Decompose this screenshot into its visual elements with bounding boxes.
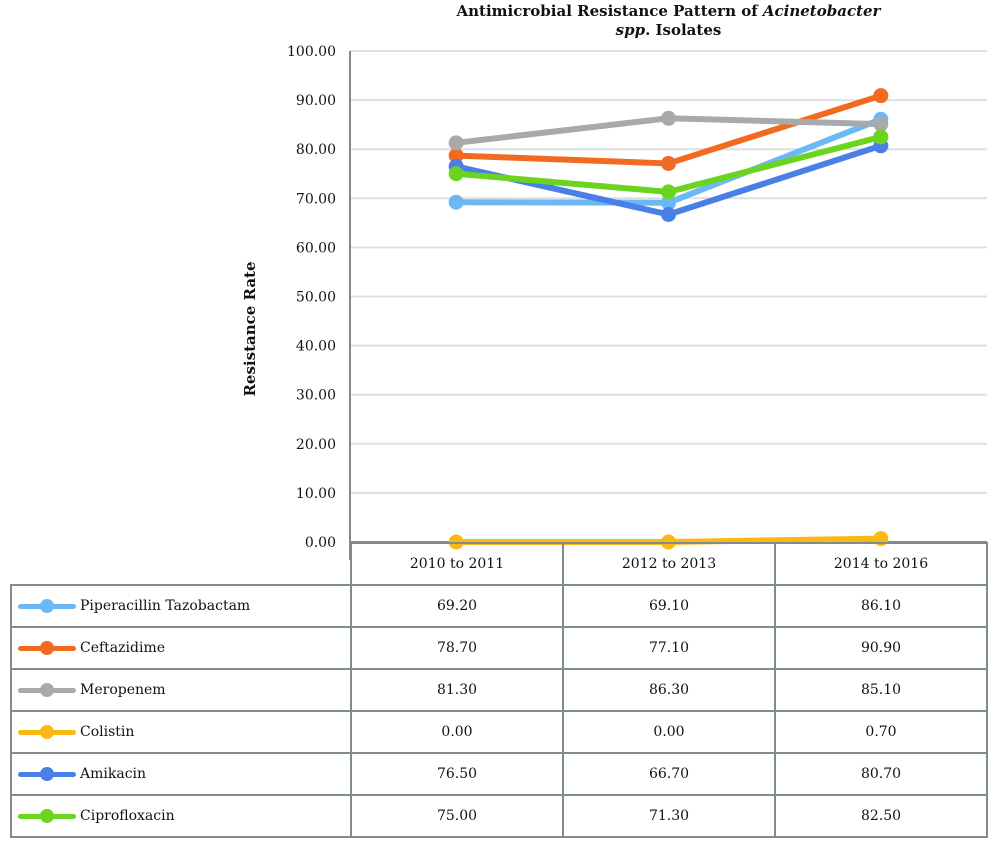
data-label: 86.10 xyxy=(774,584,988,628)
data-label: 0.00 xyxy=(562,710,776,754)
plot-area: 0.0010.0020.0030.0040.0050.0060.0070.008… xyxy=(287,44,987,560)
data-point xyxy=(448,135,464,151)
data-point xyxy=(661,110,676,126)
legend-line-marker-icon xyxy=(18,808,76,824)
legend-line-marker-icon xyxy=(18,724,76,740)
data-label: 71.30 xyxy=(562,794,776,838)
table-row: Ciprofloxacin 75.00 71.30 82.50 xyxy=(10,794,988,838)
data-point xyxy=(661,207,676,223)
table-row: Amikacin 76.50 66.70 80.70 xyxy=(10,752,988,796)
x-category-label: 2012 to 2013 xyxy=(562,542,776,586)
legend-label: Piperacillin Tazobactam xyxy=(80,598,251,614)
y-tick-label: 80.00 xyxy=(296,142,336,158)
y-tick-label: 50.00 xyxy=(296,290,336,306)
table-corner xyxy=(11,543,352,586)
y-tick-labels: 0.0010.0020.0030.0040.0050.0060.0070.008… xyxy=(287,44,336,551)
legend-entry: Ciprofloxacin xyxy=(10,794,352,838)
data-label: 78.70 xyxy=(350,626,564,670)
legend-line-marker-icon xyxy=(18,682,76,698)
data-point xyxy=(448,166,464,182)
data-point xyxy=(661,195,676,211)
legend-line-marker-icon xyxy=(18,766,76,782)
data-point xyxy=(873,129,889,145)
data-label: 76.50 xyxy=(350,752,564,796)
table-header-row: 2010 to 2011 2012 to 2013 2014 to 2016 xyxy=(11,542,988,586)
data-point xyxy=(873,88,889,104)
legend-label: Colistin xyxy=(80,724,135,740)
data-point xyxy=(873,116,889,132)
legend-entry: Colistin xyxy=(10,710,352,754)
table-row: Ceftazidime 78.70 77.10 90.90 xyxy=(10,626,988,670)
title-suffix: . Isolates xyxy=(645,21,722,39)
legend-entry: Ceftazidime xyxy=(10,626,352,670)
data-label: 77.10 xyxy=(562,626,776,670)
y-tick-label: 10.00 xyxy=(296,486,336,502)
data-label: 69.20 xyxy=(350,584,564,628)
y-tick-label: 90.00 xyxy=(296,93,336,109)
data-label: 80.70 xyxy=(774,752,988,796)
legend-label: Ciprofloxacin xyxy=(80,808,175,824)
title-text: Antimicrobial Resistance Pattern of xyxy=(456,2,763,20)
title-species: spp xyxy=(615,21,646,39)
y-tick-label: 40.00 xyxy=(296,339,336,355)
legend-line-marker-icon xyxy=(18,598,76,614)
legend-label: Ceftazidime xyxy=(80,640,166,656)
legend-label: Meropenem xyxy=(80,682,166,698)
data-label: 81.30 xyxy=(350,668,564,712)
table-row: Colistin 0.00 0.00 0.70 xyxy=(10,710,988,754)
data-label: 66.70 xyxy=(562,752,776,796)
data-label: 0.00 xyxy=(350,710,564,754)
legend-entry: Amikacin xyxy=(10,752,352,796)
data-label: 0.70 xyxy=(774,710,988,754)
series-meropenem xyxy=(448,110,889,151)
data-point xyxy=(661,184,676,200)
series-lines xyxy=(448,88,889,550)
y-tick-label: 100.00 xyxy=(287,44,336,60)
legend-entry: Piperacillin Tazobactam xyxy=(10,584,352,628)
data-label: 69.10 xyxy=(562,584,776,628)
y-tick-label: 70.00 xyxy=(296,191,336,207)
y-tick-label: 60.00 xyxy=(296,240,336,256)
y-tick-label: 30.00 xyxy=(296,388,336,404)
data-point xyxy=(661,155,676,171)
data-table: 2010 to 2011 2012 to 2013 2014 to 2016 Pipe… xyxy=(10,542,988,838)
table-row: Piperacillin Tazobactam 69.20 69.10 86.10 xyxy=(10,584,988,628)
data-label: 90.90 xyxy=(774,626,988,670)
data-label: 85.10 xyxy=(774,668,988,712)
legend-line-marker-icon xyxy=(18,640,76,656)
legend-entry: Meropenem xyxy=(10,668,352,712)
data-label: 86.30 xyxy=(562,668,776,712)
data-point xyxy=(448,194,464,210)
y-tick-label: 20.00 xyxy=(296,437,336,453)
legend-label: Amikacin xyxy=(80,766,147,782)
x-category-label: 2014 to 2016 xyxy=(774,542,988,586)
chart-title: Antimicrobial Resistance Pattern of Acin… xyxy=(350,2,987,40)
data-point xyxy=(448,148,464,164)
data-label: 75.00 xyxy=(350,794,564,838)
table-row: Meropenem 81.30 86.30 85.10 xyxy=(10,668,988,712)
data-label: 82.50 xyxy=(774,794,988,838)
series-ceftazidime xyxy=(448,88,889,171)
x-category-label: 2010 to 2011 xyxy=(350,542,564,586)
series-ciprofloxacin xyxy=(448,129,889,200)
title-genus: Acinetobacter xyxy=(762,2,881,20)
